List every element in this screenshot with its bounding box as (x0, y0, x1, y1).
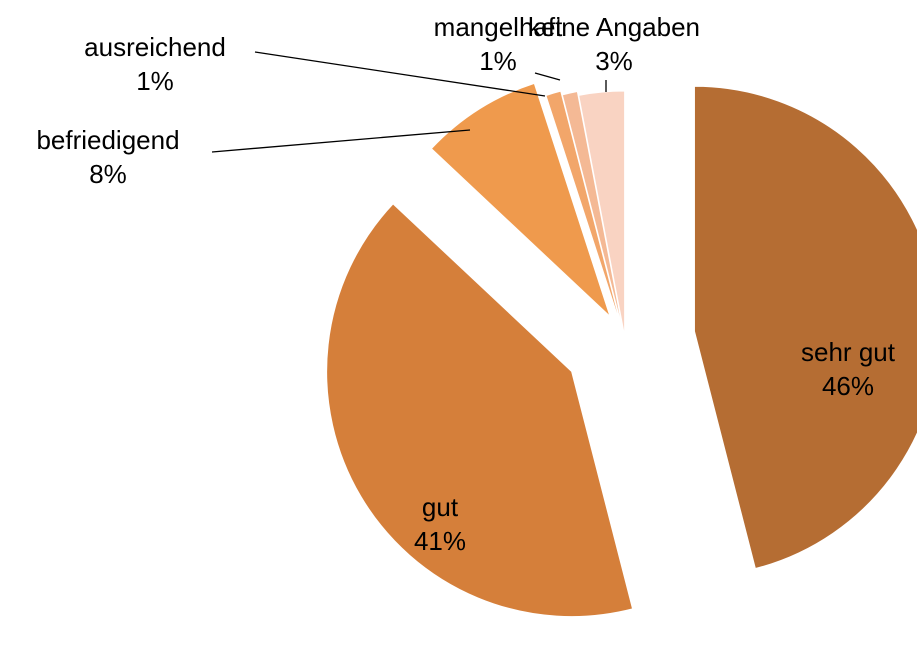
slice-label: sehr gut (801, 337, 896, 367)
pie-slice (545, 90, 623, 329)
slice-label: keine Angaben (528, 12, 700, 42)
leader-line (534, 72, 561, 81)
slice-label: befriedigend (36, 125, 179, 155)
pie-slice (561, 90, 624, 333)
leader-line (254, 51, 546, 97)
slice-label: ausreichend (84, 32, 226, 62)
leader-line (211, 129, 471, 153)
slice-value-label: 1% (136, 66, 174, 96)
slice-label: gut (422, 492, 459, 522)
slice-value-label: 46% (822, 371, 874, 401)
slice-value-label: 1% (479, 46, 517, 76)
pie-slice (326, 203, 634, 618)
slice-value-label: 41% (414, 526, 466, 556)
pie-slice (578, 90, 626, 337)
slice-value-label: 8% (89, 159, 127, 189)
slice-label: mangelhaft (434, 12, 563, 42)
pie-slice (430, 82, 611, 317)
slice-value-label: 3% (595, 46, 633, 76)
pie-slice (693, 85, 917, 570)
